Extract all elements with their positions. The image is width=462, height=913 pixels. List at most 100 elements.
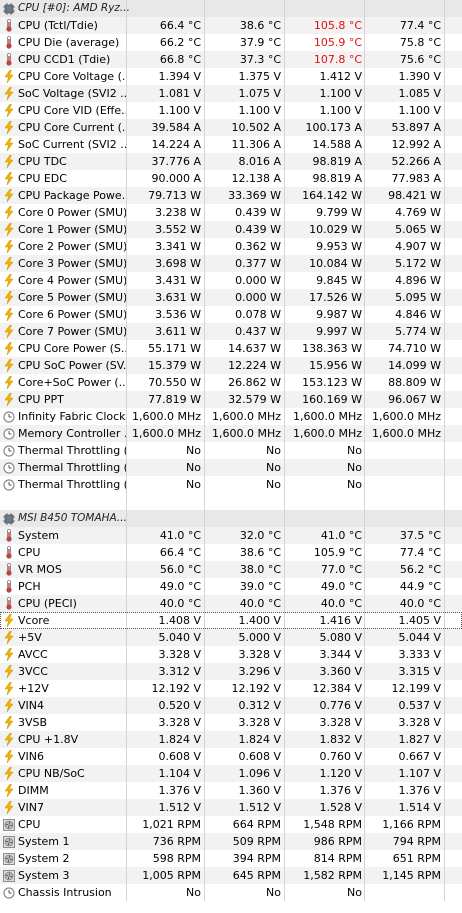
lightning-bolt-icon	[3, 189, 15, 202]
sensor-row[interactable]: CPU EDC 90.000 A 12.138 A 98.819 A 77.983 A	[0, 170, 462, 187]
column-divider	[364, 204, 365, 221]
column-divider	[364, 544, 365, 561]
column-divider	[364, 255, 365, 272]
sensor-row[interactable]: CPU 1,021 RPM 664 RPM 1,548 RPM 1,166 RPM	[0, 816, 462, 833]
column-divider	[284, 68, 285, 85]
sensor-row[interactable]: CPU SoC Power (SV... 15.379 W 12.224 W 15.9…	[0, 357, 462, 374]
sensor-row[interactable]: CPU (PECI) 40.0 °C 40.0 °C 40.0 °C 40.0 °C	[0, 595, 462, 612]
maximum-value: No	[347, 461, 362, 474]
sensor-row[interactable]: 3VCC 3.312 V 3.296 V 3.360 V 3.315 V	[0, 663, 462, 680]
sensor-row[interactable]: Core 6 Power (SMU) 3.536 W 0.078 W 9.987 W 4…	[0, 306, 462, 323]
sensor-row[interactable]: +5V 5.040 V 5.000 V 5.080 V 5.044 V	[0, 629, 462, 646]
sensor-label: CPU Core Voltage (...	[18, 70, 126, 83]
column-divider	[204, 68, 205, 85]
column-divider	[444, 289, 445, 306]
sensor-row[interactable]: Core 0 Power (SMU) 3.238 W 0.439 W 9.799 W 4…	[0, 204, 462, 221]
sensor-label: CPU Package Powe...	[18, 189, 126, 202]
average-value: 4.896 W	[395, 274, 441, 287]
sensor-row[interactable]: CPU Core Voltage (... 1.394 V 1.375 V 1.412…	[0, 68, 462, 85]
sensor-row[interactable]: System 41.0 °C 32.0 °C 41.0 °C 37.5 °C	[0, 527, 462, 544]
sensor-row[interactable]: SoC Current (SVI2 ... 14.224 A 11.306 A 14.…	[0, 136, 462, 153]
sensor-row[interactable]: Memory Controller ... 1,600.0 MHz 1,600.0 …	[0, 425, 462, 442]
minimum-value: 39.0 °C	[239, 580, 281, 593]
sensor-row[interactable]: AVCC 3.328 V 3.328 V 3.344 V 3.333 V	[0, 646, 462, 663]
sensor-row[interactable]: VIN4 0.520 V 0.312 V 0.776 V 0.537 V	[0, 697, 462, 714]
thermometer-icon	[3, 580, 15, 593]
column-divider	[284, 153, 285, 170]
sensor-row[interactable]: Chassis Intrusion No No No	[0, 884, 462, 901]
sensor-row[interactable]: CPU 66.4 °C 38.6 °C 105.9 °C 77.4 °C	[0, 544, 462, 561]
sensor-row[interactable]: Thermal Throttling (... No No No	[0, 459, 462, 476]
column-divider	[204, 204, 205, 221]
sensor-row[interactable]: CPU (Tctl/Tdie) 66.4 °C 38.6 °C 105.8 °C 77.…	[0, 17, 462, 34]
sensor-row[interactable]: CPU Core Power (S... 55.171 W 14.637 W 138.…	[0, 340, 462, 357]
sensor-row[interactable]: CPU Package Powe... 79.713 W 33.369 W 164.1…	[0, 187, 462, 204]
section-header[interactable]: CPU [#0]: AMD Ryz...	[0, 0, 462, 17]
sensor-row[interactable]: CPU TDC 37.776 A 8.016 A 98.819 A 52.266 A	[0, 153, 462, 170]
average-value: 1.107 V	[398, 767, 441, 780]
sensor-row[interactable]: Core 3 Power (SMU) 3.698 W 0.377 W 10.084 W…	[0, 255, 462, 272]
sensor-row[interactable]: VIN6 0.608 V 0.608 V 0.760 V 0.667 V	[0, 748, 462, 765]
column-divider	[444, 663, 445, 680]
sensor-row[interactable]: Core 7 Power (SMU) 3.611 W 0.437 W 9.997 W 5…	[0, 323, 462, 340]
sensor-row[interactable]: CPU Die (average) 66.2 °C 37.9 °C 105.9 °C 7…	[0, 34, 462, 51]
minimum-value: No	[266, 478, 281, 491]
sensor-row[interactable]: Core 2 Power (SMU) 3.341 W 0.362 W 9.953 W 4…	[0, 238, 462, 255]
sensor-row[interactable]: VR MOS 56.0 °C 38.0 °C 77.0 °C 56.2 °C	[0, 561, 462, 578]
sensor-row[interactable]: Core+SoC Power (... 70.550 W 26.862 W 153.1…	[0, 374, 462, 391]
sensor-row[interactable]: CPU +1.8V 1.824 V 1.824 V 1.832 V 1.827 V	[0, 731, 462, 748]
thermometer-icon	[3, 529, 15, 542]
column-divider	[364, 629, 365, 646]
sensor-row[interactable]: +12V 12.192 V 12.192 V 12.384 V 12.199 V	[0, 680, 462, 697]
section-header[interactable]: MSI B450 TOMAHA...	[0, 510, 462, 527]
lightning-bolt-icon	[3, 325, 15, 338]
column-divider	[126, 374, 127, 391]
sensor-row[interactable]: PCH 49.0 °C 39.0 °C 49.0 °C 44.9 °C	[0, 578, 462, 595]
sensor-label: VIN7	[18, 801, 44, 814]
sensor-label: CPU SoC Power (SV...	[18, 359, 126, 372]
sensor-row[interactable]: Core 4 Power (SMU) 3.431 W 0.000 W 9.845 W 4…	[0, 272, 462, 289]
sensor-row[interactable]: DIMM 1.376 V 1.360 V 1.376 V 1.376 V	[0, 782, 462, 799]
current-value: 12.192 V	[151, 682, 201, 695]
minimum-value: 32.579 W	[228, 393, 281, 406]
column-divider	[126, 408, 127, 425]
sensor-label: CPU PPT	[18, 393, 64, 406]
average-value: 651 RPM	[392, 852, 441, 865]
column-divider	[126, 476, 127, 493]
sensor-row[interactable]: CPU Core Current (... 39.584 A 10.502 A 100…	[0, 119, 462, 136]
sensor-row[interactable]: CPU Core VID (Effe... 1.100 V 1.100 V 1.100…	[0, 102, 462, 119]
sensor-row[interactable]: Thermal Throttling (... No No No	[0, 476, 462, 493]
column-divider	[284, 578, 285, 595]
sensor-row[interactable]: Vcore 1.408 V 1.400 V 1.416 V 1.405 V	[0, 612, 462, 629]
sensor-row[interactable]: CPU PPT 77.819 W 32.579 W 160.169 W 96.067 W	[0, 391, 462, 408]
sensor-row[interactable]: Thermal Throttling (... No No No	[0, 442, 462, 459]
sensor-row[interactable]: CPU NB/SoC 1.104 V 1.096 V 1.120 V 1.107 V	[0, 765, 462, 782]
minimum-value: 664 RPM	[232, 818, 281, 831]
column-divider	[444, 238, 445, 255]
sensor-row[interactable]: VIN7 1.512 V 1.512 V 1.528 V 1.514 V	[0, 799, 462, 816]
column-divider	[126, 714, 127, 731]
sensor-row[interactable]: System 1 736 RPM 509 RPM 986 RPM 794 RPM	[0, 833, 462, 850]
column-divider	[284, 170, 285, 187]
column-divider	[364, 238, 365, 255]
maximum-value: 164.142 W	[302, 189, 362, 202]
sensor-row[interactable]: System 2 598 RPM 394 RPM 814 RPM 651 RPM	[0, 850, 462, 867]
column-divider	[204, 34, 205, 51]
sensor-row[interactable]: System 3 1,005 RPM 645 RPM 1,582 RPM 1,145 R…	[0, 867, 462, 884]
thermometer-icon	[3, 563, 15, 576]
column-divider	[444, 595, 445, 612]
sensor-row[interactable]: SoC Voltage (SVI2 ... 1.081 V 1.075 V 1.100…	[0, 85, 462, 102]
minimum-value: 0.312 V	[238, 699, 281, 712]
column-divider	[126, 136, 127, 153]
sensor-row[interactable]: CPU CCD1 (Tdie) 66.8 °C 37.3 °C 107.8 °C 75.…	[0, 51, 462, 68]
sensor-row[interactable]: Infinity Fabric Clock... 1,600.0 MHz 1,600…	[0, 408, 462, 425]
maximum-value: 1.100 V	[319, 87, 362, 100]
minimum-value: 0.000 W	[235, 274, 281, 287]
sensor-row[interactable]: Core 5 Power (SMU) 3.631 W 0.000 W 17.526 W…	[0, 289, 462, 306]
column-divider	[284, 17, 285, 34]
minimum-value: 1.375 V	[238, 70, 281, 83]
sensor-row[interactable]: Core 1 Power (SMU) 3.552 W 0.439 W 10.029 W…	[0, 221, 462, 238]
sensor-row[interactable]: 3VSB 3.328 V 3.328 V 3.328 V 3.328 V	[0, 714, 462, 731]
column-divider	[126, 850, 127, 867]
